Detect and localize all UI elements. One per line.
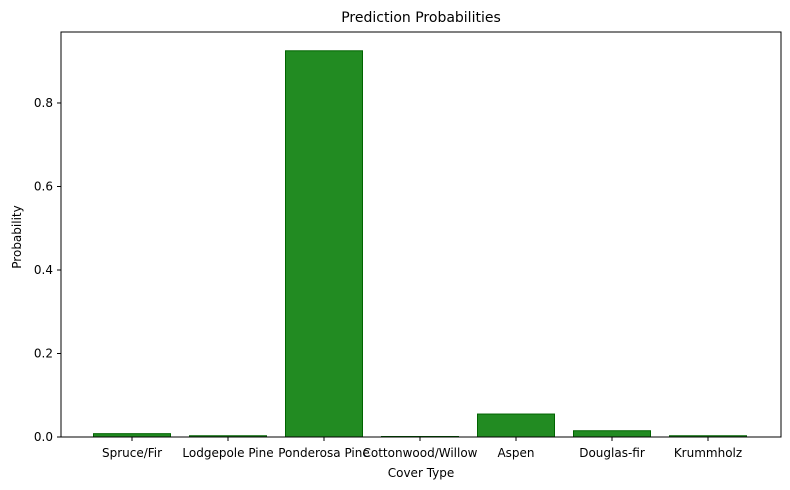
x-tick-label: Spruce/Fir xyxy=(102,446,162,460)
bar-douglas-fir xyxy=(573,430,651,438)
chart-title: Prediction Probabilities xyxy=(341,10,501,26)
x-axis-label: Cover Type xyxy=(388,466,455,480)
x-tick-label: Douglas-fir xyxy=(579,446,645,460)
x-axis: Spruce/Fir Lodgepole Pine Ponderosa PineCo… xyxy=(102,437,742,460)
bar-aspen xyxy=(477,413,555,438)
y-tick-label: 0.8 xyxy=(34,96,53,110)
y-tick-label: 0.2 xyxy=(34,346,53,360)
x-tick-label: Cottonwood/Willow xyxy=(363,446,478,460)
x-tick-label: Lodgepole Pine xyxy=(182,446,273,460)
y-tick-label: 0.0 xyxy=(34,430,53,444)
y-axis-label: Probability xyxy=(10,205,24,268)
x-tick-label: Krummholz xyxy=(674,446,742,460)
bar-spruce-fir xyxy=(93,433,171,438)
y-axis: 0.0 0.2 0.4 0.6 0.8 xyxy=(34,96,61,444)
x-tick-label: Aspen xyxy=(497,446,534,460)
bar-ponderosa-pine xyxy=(285,50,363,438)
x-tick-label: Ponderosa Pine xyxy=(278,446,369,460)
plot-area xyxy=(60,31,782,438)
y-tick-label: 0.6 xyxy=(34,179,53,193)
y-tick-label: 0.4 xyxy=(34,263,53,277)
plot-frame xyxy=(60,31,782,438)
